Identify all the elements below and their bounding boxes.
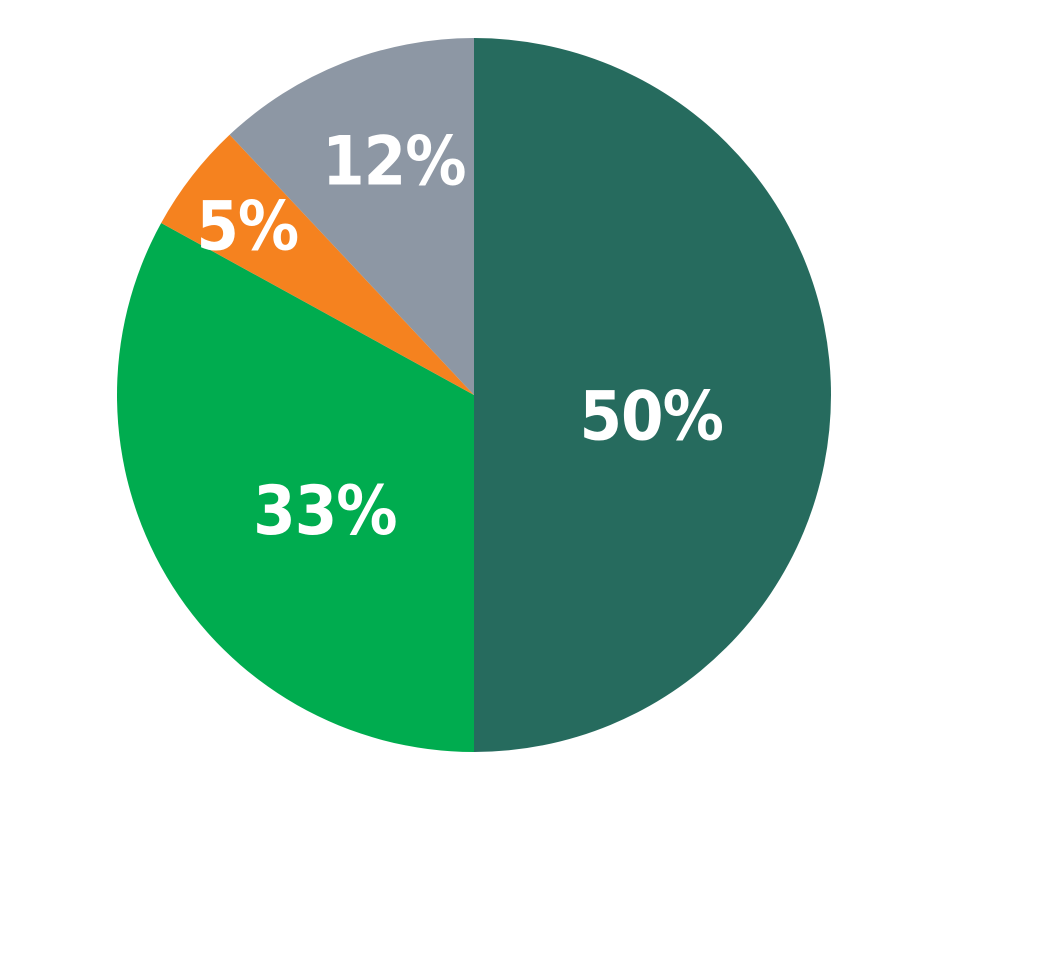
- pie-value-label-3: 12%: [322, 123, 465, 202]
- pie-chart: 50% 33% 5% 12%: [116, 38, 831, 752]
- pie-slice-3: [229, 38, 474, 395]
- pie-slice-0: [474, 38, 831, 752]
- pie-value-label-0: 50%: [579, 377, 722, 456]
- pie-value-label-1: 33%: [253, 472, 396, 551]
- chart-legend: Non-U.S. only The U.S. only Both the U.S…: [0, 800, 1042, 971]
- pie-slice-1: [116, 223, 474, 752]
- pie-slice-2: [161, 134, 474, 395]
- pie-value-label-2: 5%: [196, 188, 298, 267]
